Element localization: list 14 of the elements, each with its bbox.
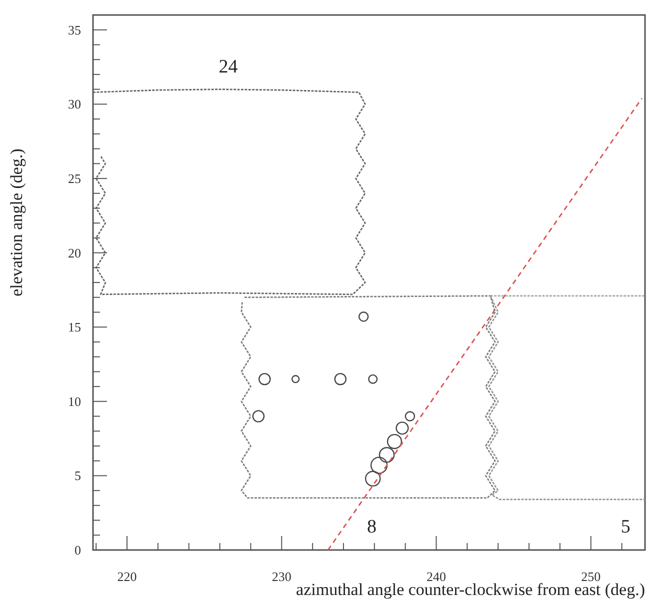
y-tick-label: 5 — [74, 468, 81, 484]
y-tick-label: 30 — [68, 96, 81, 112]
y-tick-label: 0 — [74, 542, 81, 558]
x-tick-label: 220 — [117, 569, 137, 584]
y-tick-label: 15 — [68, 320, 81, 335]
annotation: 8 — [367, 516, 377, 538]
annotation: 24 — [218, 56, 238, 78]
y-axis-title: elevation angle (deg.) — [7, 148, 26, 296]
x-tick-label: 230 — [272, 569, 292, 584]
y-tick-label: 25 — [68, 171, 81, 186]
annotation: 5 — [620, 516, 630, 538]
y-tick-label: 35 — [68, 22, 81, 38]
y-tick-label: 10 — [68, 394, 81, 409]
y-tick-label: 20 — [68, 245, 81, 260]
